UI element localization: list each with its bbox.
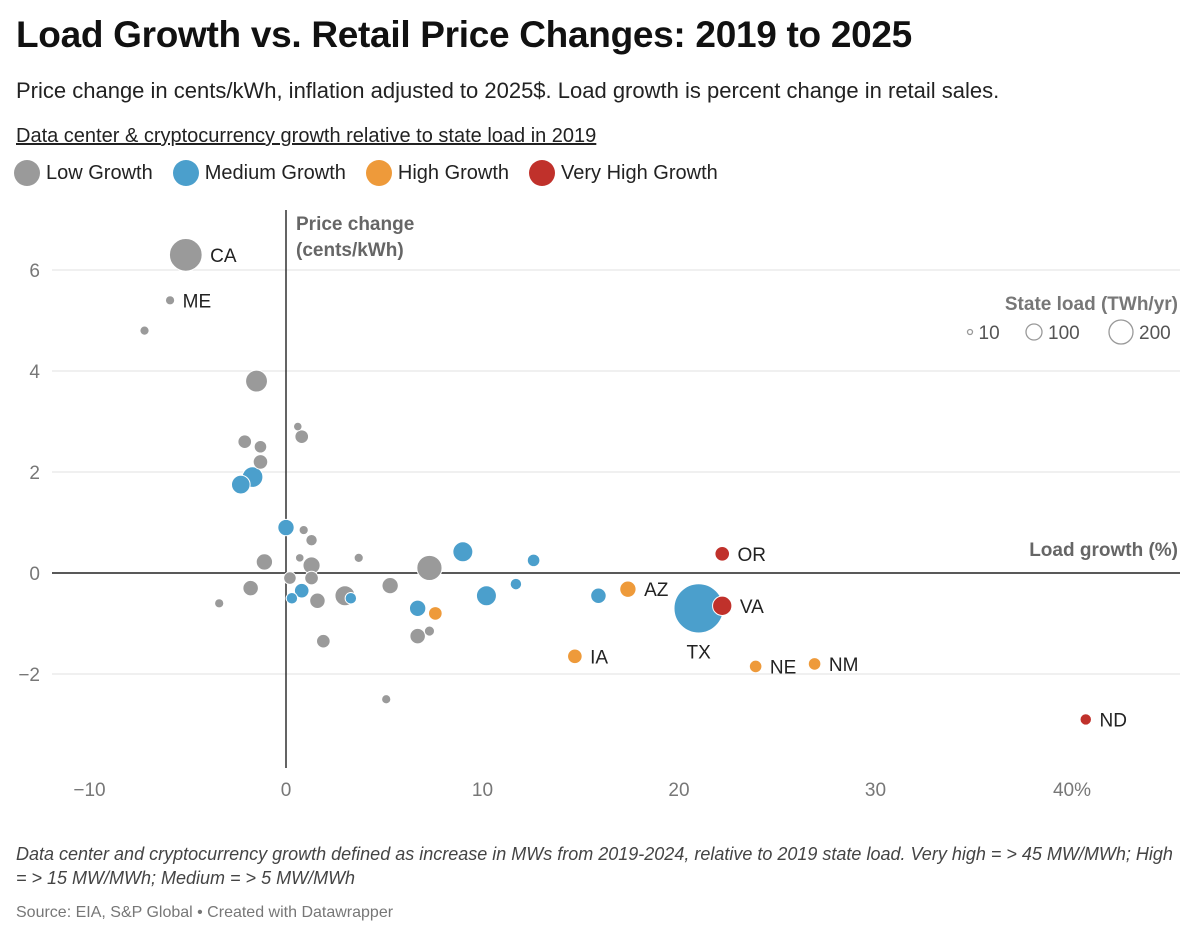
data-point-low <box>242 579 259 597</box>
chart-title: Load Growth vs. Retail Price Changes: 20… <box>16 14 912 55</box>
legend-swatch-medium <box>172 160 199 186</box>
data-point-low <box>305 533 318 547</box>
y-axis-title: Price change <box>296 214 414 235</box>
point-label-ia: IA <box>590 647 608 668</box>
legend-item-low: Low Growth <box>14 160 153 186</box>
data-point-low <box>294 553 305 563</box>
legend-label-low: Low Growth <box>46 161 153 184</box>
size-legend-circle <box>966 328 974 336</box>
data-point-low <box>293 421 303 432</box>
data-point-low <box>381 694 392 705</box>
legend-item-very-high: Very High Growth <box>529 160 718 186</box>
data-point-medium <box>452 541 474 563</box>
data-point-medium <box>293 582 310 599</box>
chart-subtitle: Price change in cents/kWh, inflation adj… <box>16 78 1000 103</box>
point-label-tx: TX <box>687 642 712 663</box>
point-label-va: VA <box>740 597 764 618</box>
data-point-medium <box>230 474 251 495</box>
legend-swatch-low <box>14 160 40 186</box>
data-point-low <box>298 524 309 536</box>
data-point-medium <box>509 577 523 591</box>
data-point-medium <box>344 592 358 605</box>
size-legend-circle <box>1108 319 1134 345</box>
size-legend-circle <box>1025 323 1043 341</box>
footnote: Data center and cryptocurrency growth de… <box>16 844 1173 888</box>
data-point-medium <box>408 599 427 618</box>
x-tick-label: 30 <box>865 780 886 801</box>
data-point-medium <box>277 518 295 537</box>
data-point-low <box>283 571 297 585</box>
data-point-low <box>255 553 274 571</box>
y-tick-label: 0 <box>29 564 40 585</box>
data-point-ia <box>567 648 583 665</box>
x-axis-title: Load growth (%) <box>1029 540 1178 561</box>
data-point-low <box>353 552 364 563</box>
legend-item-high: High Growth <box>365 160 510 186</box>
data-point-medium <box>285 592 299 605</box>
legend-swatch-high <box>365 160 392 186</box>
point-label-az: AZ <box>644 580 669 601</box>
data-point-me <box>164 295 176 306</box>
x-tick-label: 0 <box>281 780 292 801</box>
size-legend-title: State load (TWh/yr) <box>1005 294 1178 315</box>
legend-item-medium: Medium Growth <box>172 160 346 186</box>
size-legend-label: 200 <box>1139 323 1171 344</box>
x-tick-label: 10 <box>472 780 493 801</box>
data-point-low <box>214 598 225 609</box>
data-point-low <box>409 627 426 645</box>
size-legend-label: 10 <box>979 323 1000 344</box>
x-tick-label: −10 <box>73 780 105 801</box>
legend-label-medium: Medium Growth <box>204 161 346 184</box>
y-tick-label: 4 <box>29 362 40 383</box>
data-point-high <box>428 606 443 621</box>
data-point-low <box>252 454 269 470</box>
data-point-low <box>139 325 150 336</box>
point-label-nm: NM <box>829 655 859 676</box>
data-point-low <box>245 369 268 393</box>
y-tick-label: 2 <box>29 463 40 484</box>
data-point-low <box>253 439 268 454</box>
legend-label-high: High Growth <box>397 161 510 184</box>
y-tick-label: 6 <box>29 261 40 282</box>
point-label-nd: ND <box>1099 710 1126 731</box>
data-point-medium <box>526 553 541 568</box>
data-point-medium <box>475 585 497 607</box>
x-tick-label: 40% <box>1053 780 1091 801</box>
x-tick-label: 20 <box>668 780 689 801</box>
data-point-va <box>712 595 733 616</box>
y-tick-label: −2 <box>18 665 40 686</box>
data-point-low <box>304 570 319 586</box>
legend-swatch-very-high <box>529 160 556 186</box>
data-point-low <box>316 633 331 649</box>
point-label-me: ME <box>183 291 212 312</box>
data-point-az <box>619 580 637 598</box>
data-point-low <box>237 434 253 450</box>
data-point-nd <box>1079 713 1092 726</box>
data-point-nm <box>807 657 822 671</box>
data-point-ca <box>168 237 203 272</box>
data-point-medium <box>590 587 607 604</box>
data-point-low <box>423 625 436 637</box>
data-point-low <box>416 554 443 582</box>
legend-label-very-high: Very High Growth <box>561 161 718 184</box>
point-label-or: OR <box>738 545 767 566</box>
data-point-low <box>309 592 326 610</box>
data-point-or <box>714 546 731 562</box>
data-point-low <box>381 576 399 595</box>
point-label-ne: NE <box>770 657 796 678</box>
data-point-low <box>294 429 310 444</box>
legend-heading: Data center & cryptocurrency growth rela… <box>16 125 597 147</box>
size-legend-label: 100 <box>1048 323 1080 344</box>
y-axis-title: (cents/kWh) <box>296 240 404 261</box>
source-line: Source: EIA, S&P Global • Created with D… <box>16 904 394 921</box>
point-label-ca: CA <box>210 246 237 267</box>
scatter-chart: −2 0 2 4 6 −10 0 10 20 30 40% Price change (cents/kW… <box>18 210 1180 801</box>
color-legend: Low Growth Medium Growth High Growth Ver… <box>14 160 718 186</box>
data-point-ne <box>748 659 763 674</box>
